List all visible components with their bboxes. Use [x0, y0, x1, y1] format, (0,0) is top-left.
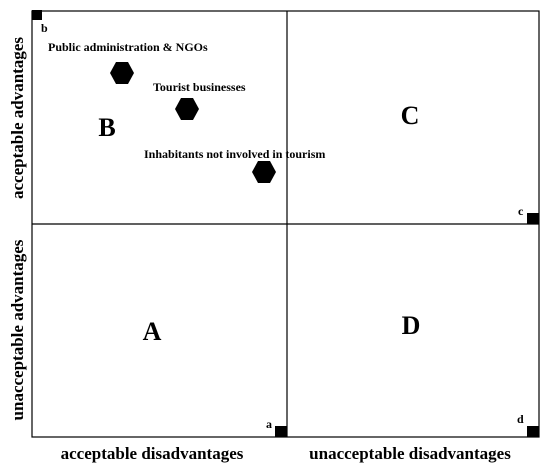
corner-marker-a: [275, 426, 287, 437]
corner-letter-a: a: [266, 417, 272, 431]
quadrant-letter-b: B: [98, 113, 115, 142]
corner-letter-c: c: [518, 204, 524, 218]
corner-marker-d: [527, 426, 539, 437]
corner-marker-b: [32, 10, 42, 20]
corner-marker-c: [527, 213, 539, 224]
quadrant-letter-d: D: [402, 311, 421, 340]
corner-letter-d: d: [517, 412, 524, 426]
y-axis-label-acceptable-advantages: acceptable advantages: [8, 37, 27, 199]
quadrant-letter-c: C: [401, 101, 420, 130]
stakeholder-hexagon-public-administration: [110, 62, 134, 84]
stakeholder-label-public-administration: Public administration & NGOs: [48, 40, 208, 54]
y-axis-label-unacceptable-advantages: unacceptable advantages: [8, 239, 27, 420]
corner-letter-b: b: [41, 21, 48, 35]
x-axis-label-acceptable-disadvantages: acceptable disadvantages: [61, 444, 244, 463]
stakeholder-hexagon-inhabitants: [252, 161, 276, 183]
x-axis-label-unacceptable-disadvantages: unacceptable disadvantages: [309, 444, 511, 463]
stakeholder-hexagon-tourist-businesses: [175, 98, 199, 120]
stakeholder-label-tourist-businesses: Tourist businesses: [153, 80, 246, 94]
stakeholder-label-inhabitants: Inhabitants not involved in tourism: [144, 147, 325, 161]
quadrant-letter-a: A: [143, 317, 162, 346]
